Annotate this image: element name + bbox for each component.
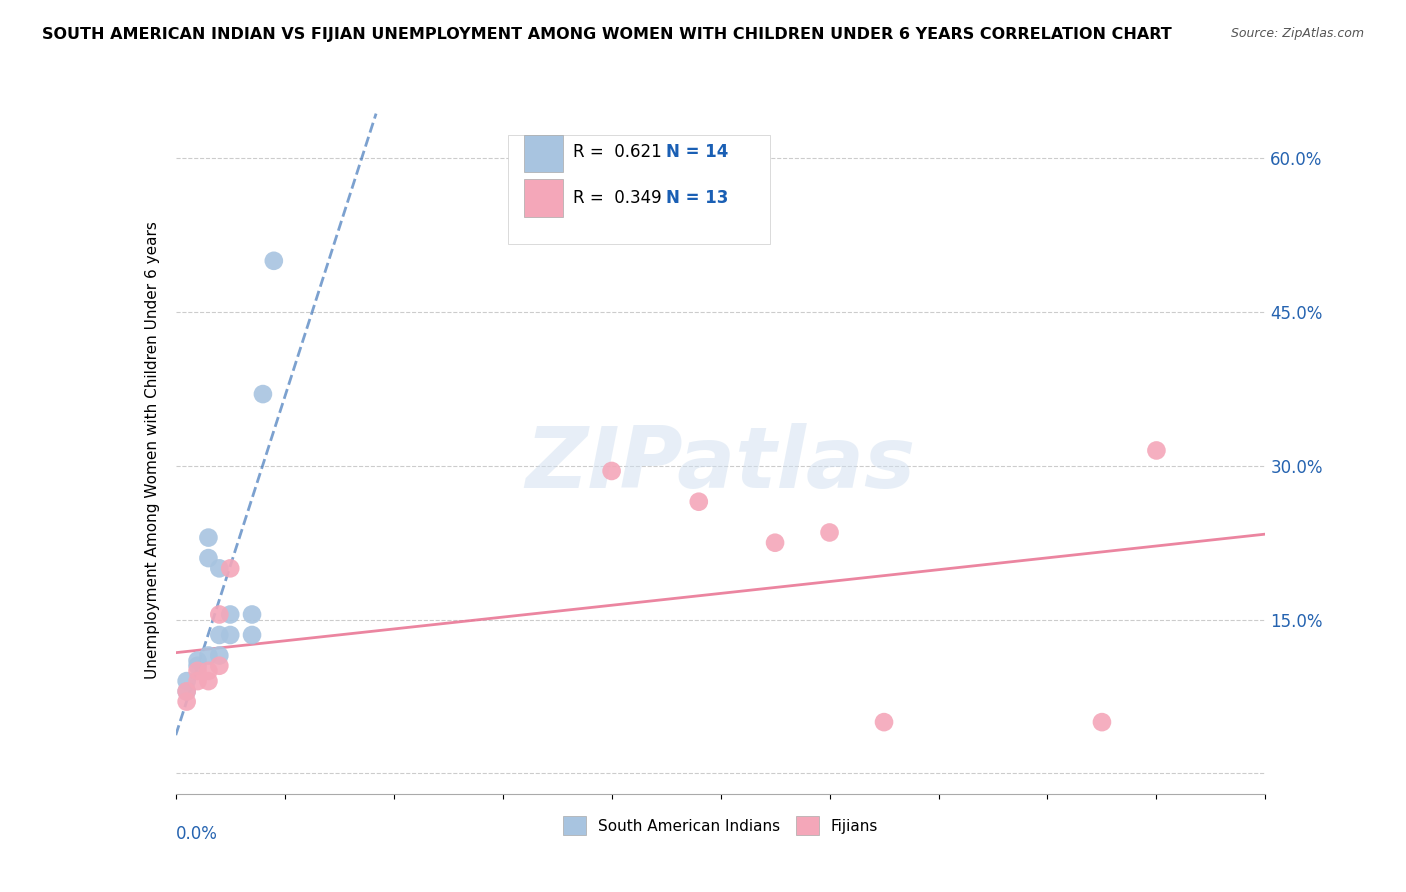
Legend: South American Indians, Fijians: South American Indians, Fijians <box>557 810 884 841</box>
FancyBboxPatch shape <box>524 179 562 217</box>
Point <box>197 531 219 545</box>
Point <box>197 664 219 678</box>
Point <box>197 674 219 689</box>
Text: ZIPatlas: ZIPatlas <box>526 423 915 506</box>
Point <box>688 494 710 508</box>
Text: R =  0.349: R = 0.349 <box>574 189 662 207</box>
Text: N = 14: N = 14 <box>666 143 728 161</box>
Point <box>186 654 209 668</box>
Text: N = 13: N = 13 <box>666 189 728 207</box>
Point <box>252 387 274 401</box>
Point <box>186 674 209 689</box>
Point <box>873 715 896 730</box>
Point <box>176 674 198 689</box>
Point <box>240 607 263 622</box>
Point <box>208 648 231 663</box>
Point <box>219 628 242 642</box>
Point <box>1091 715 1114 730</box>
Text: R =  0.621: R = 0.621 <box>574 143 662 161</box>
Point <box>208 561 231 575</box>
Point <box>818 525 841 540</box>
Point <box>208 628 231 642</box>
Point <box>186 664 209 678</box>
Y-axis label: Unemployment Among Women with Children Under 6 years: Unemployment Among Women with Children U… <box>145 221 160 680</box>
Point <box>600 464 623 478</box>
FancyBboxPatch shape <box>524 135 562 172</box>
Point <box>1144 443 1167 458</box>
Point <box>186 658 209 673</box>
Point <box>208 607 231 622</box>
Point <box>176 684 198 698</box>
Text: 0.0%: 0.0% <box>176 825 218 843</box>
FancyBboxPatch shape <box>508 135 769 244</box>
Point <box>240 628 263 642</box>
Point <box>219 561 242 575</box>
Text: Source: ZipAtlas.com: Source: ZipAtlas.com <box>1230 27 1364 40</box>
Point <box>263 253 285 268</box>
Point <box>197 551 219 566</box>
Text: SOUTH AMERICAN INDIAN VS FIJIAN UNEMPLOYMENT AMONG WOMEN WITH CHILDREN UNDER 6 Y: SOUTH AMERICAN INDIAN VS FIJIAN UNEMPLOY… <box>42 27 1173 42</box>
Point <box>219 607 242 622</box>
Point <box>208 658 231 673</box>
Point <box>197 648 219 663</box>
Point <box>763 535 786 549</box>
Point <box>176 695 198 709</box>
Point <box>176 684 198 698</box>
